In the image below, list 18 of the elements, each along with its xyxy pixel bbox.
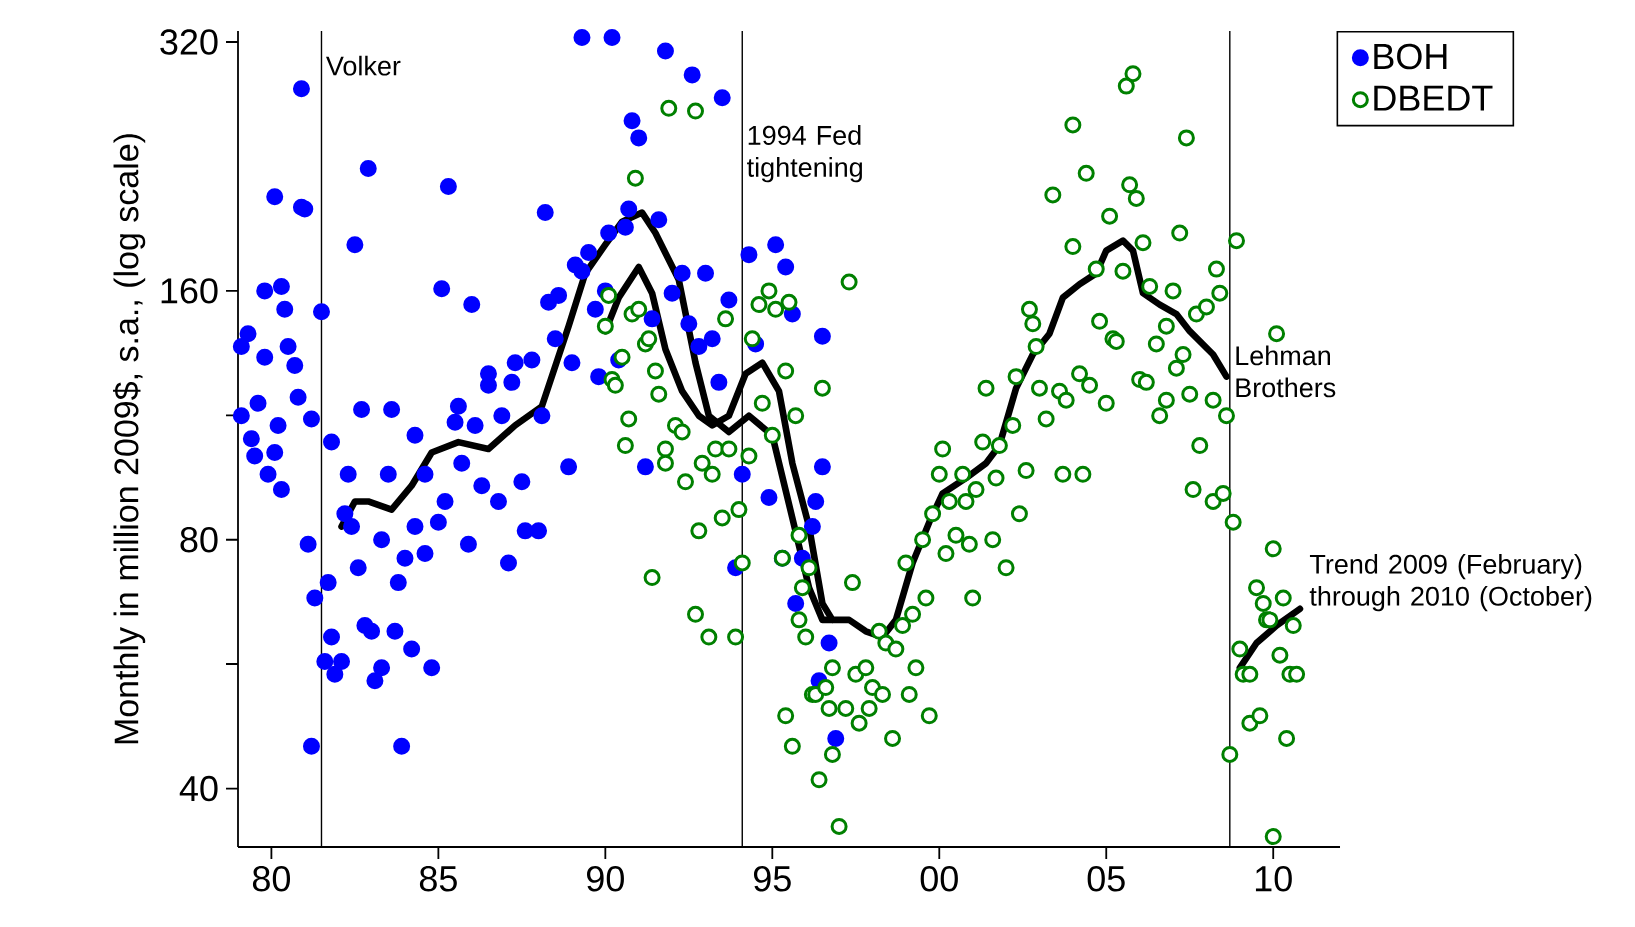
ref-line-label: 1994 Fed tightening xyxy=(747,125,862,183)
y-axis-title: Monthly in million 2009$, s.a., (log scale) xyxy=(113,134,146,744)
annotation: Trend 2009 (February) through 2010 (October) xyxy=(1309,554,1592,612)
legend-label: DBEDT xyxy=(1374,85,1493,111)
x-tick-label: 80 xyxy=(252,866,291,892)
x-tick-label: 90 xyxy=(587,866,624,892)
y-tick-label: 80 xyxy=(180,526,218,553)
y-tick-label: 320 xyxy=(160,29,218,55)
legend-label: BOH xyxy=(1374,43,1447,70)
x-tick-label: 00 xyxy=(920,866,958,892)
ref-line-label: Volker xyxy=(326,55,401,76)
x-tick-label: 05 xyxy=(1087,866,1125,892)
y-tick-label: 160 xyxy=(161,278,218,304)
y-tick-label: 40 xyxy=(179,775,218,802)
x-tick-label: 10 xyxy=(1255,866,1292,892)
ref-line-label: Lehman Brothers xyxy=(1236,345,1336,398)
x-tick-label: 85 xyxy=(419,866,457,892)
x-tick-label: 95 xyxy=(753,866,791,892)
